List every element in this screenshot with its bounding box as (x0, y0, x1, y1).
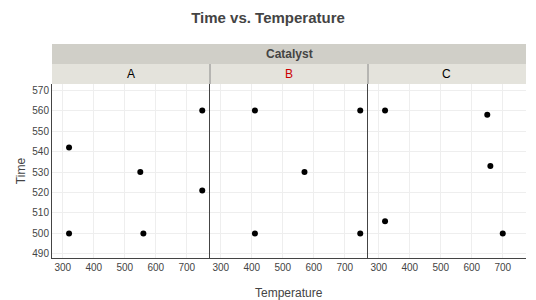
svg-text:550: 550 (32, 126, 49, 137)
svg-text:300: 300 (54, 262, 71, 273)
svg-text:Catalyst: Catalyst (266, 47, 313, 61)
svg-text:530: 530 (32, 167, 49, 178)
svg-text:500: 500 (274, 262, 291, 273)
svg-text:A: A (127, 67, 135, 81)
svg-text:500: 500 (432, 262, 449, 273)
svg-text:540: 540 (32, 146, 49, 157)
svg-text:600: 600 (147, 262, 164, 273)
svg-text:C: C (442, 67, 451, 81)
svg-text:Time: Time (14, 158, 28, 185)
svg-text:400: 400 (401, 262, 418, 273)
svg-text:300: 300 (212, 262, 229, 273)
svg-text:400: 400 (243, 262, 260, 273)
svg-text:400: 400 (85, 262, 102, 273)
svg-text:600: 600 (305, 262, 322, 273)
svg-text:300: 300 (370, 262, 387, 273)
svg-text:700: 700 (178, 262, 195, 273)
svg-text:520: 520 (32, 187, 49, 198)
svg-text:700: 700 (336, 262, 353, 273)
svg-text:500: 500 (32, 228, 49, 239)
svg-text:570: 570 (32, 85, 49, 96)
svg-text:600: 600 (463, 262, 480, 273)
svg-text:Temperature: Temperature (255, 286, 323, 300)
svg-text:Time vs. Temperature: Time vs. Temperature (191, 9, 345, 26)
svg-text:B: B (285, 67, 293, 81)
svg-text:500: 500 (116, 262, 133, 273)
svg-text:510: 510 (32, 207, 49, 218)
svg-text:700: 700 (494, 262, 511, 273)
svg-text:560: 560 (32, 105, 49, 116)
svg-text:490: 490 (32, 248, 49, 259)
